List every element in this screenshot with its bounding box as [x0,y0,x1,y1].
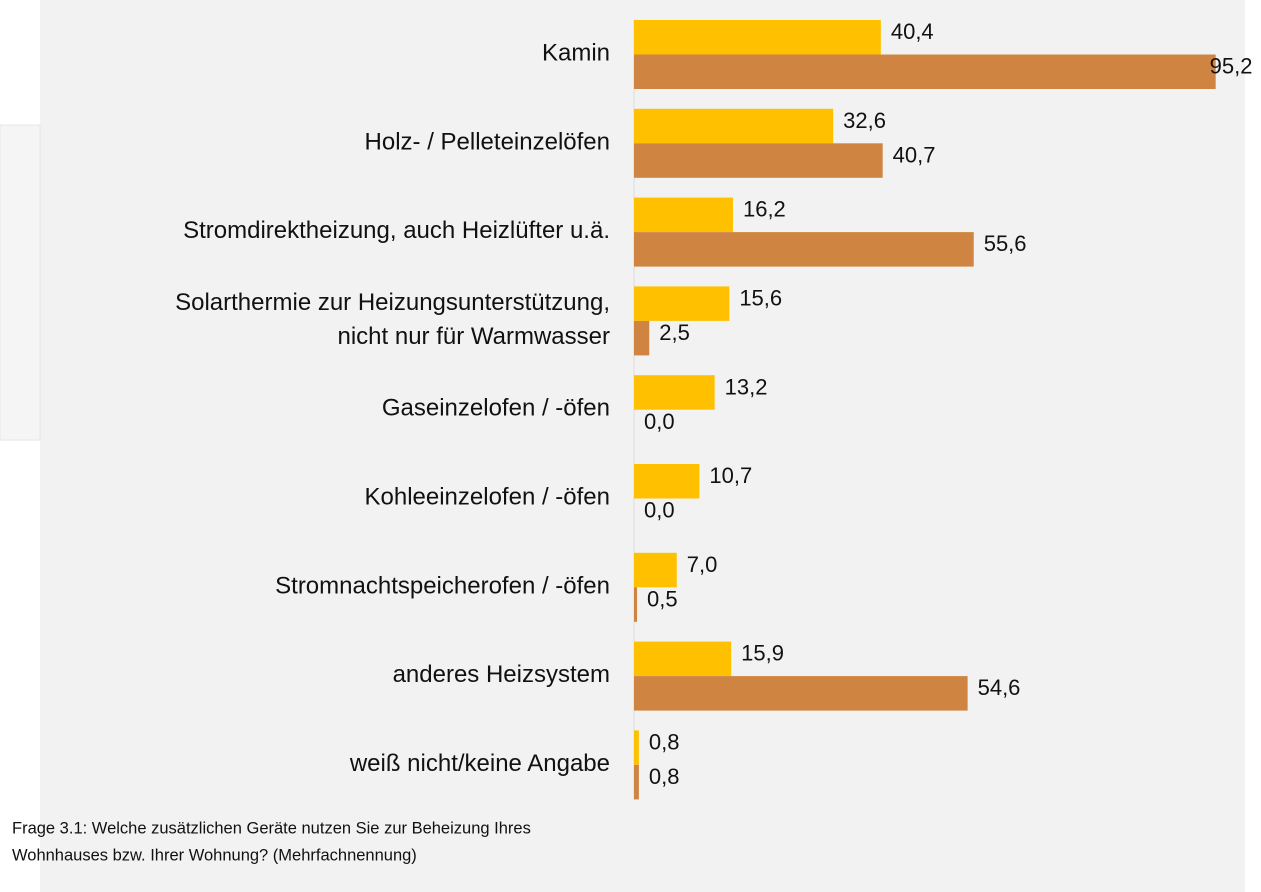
value-label: 40,4 [891,19,934,44]
category-label: weiß nicht/keine Angabe [349,750,610,777]
footnote: Wohnhauses bzw. Ihrer Wohnung? (Mehrfach… [12,846,417,864]
value-label: 7,0 [687,552,718,577]
category-label: Kamin [542,40,610,67]
bar [634,143,883,178]
bar [634,286,730,321]
category-label: Gaseinzelofen / -öfen [382,395,610,422]
bar [634,764,639,800]
value-label: 15,6 [739,285,782,310]
value-label: 16,2 [743,197,786,222]
value-label: 32,6 [843,108,886,133]
value-label: 13,2 [725,374,768,399]
value-label: 0,8 [649,729,680,754]
bar [634,641,732,677]
side-panel [0,124,41,441]
category-label: anderes Heizsystem [393,661,610,688]
value-label: 0,0 [644,498,675,523]
bar [634,108,834,144]
bar [634,375,715,410]
category-label: Stromnachtspeicherofen / -öfen [275,573,610,600]
bar [634,232,974,267]
bar [634,54,1216,89]
value-label: 10,7 [709,463,752,488]
category-label: Holz- / Pelleteinzelöfen [365,129,610,156]
category-label: Kohleeinzelofen / -öfen [364,484,610,511]
bar [634,676,968,711]
value-label: 95,2 [1210,54,1253,79]
bar [634,197,733,233]
value-label: 15,9 [741,641,784,666]
value-label: 54,6 [978,675,1021,700]
category-label: Stromdirektheizung, auch Heizlüfter u.ä. [183,217,610,244]
bar [634,730,639,765]
value-label: 2,5 [659,320,690,345]
bar [634,464,700,499]
value-label: 0,8 [649,764,680,789]
category-label: Solarthermie zur Heizungsunterstützung, n… [175,289,610,350]
bar [634,552,677,588]
value-label: 0,5 [647,586,678,611]
bar [634,320,650,356]
value-label: 40,7 [893,142,936,167]
bar [634,20,881,55]
value-label: 55,6 [984,231,1027,256]
bar [634,587,638,622]
footnote: Frage 3.1: Welche zusätzlichen Geräte nu… [12,819,531,837]
value-label: 0,0 [644,409,675,434]
